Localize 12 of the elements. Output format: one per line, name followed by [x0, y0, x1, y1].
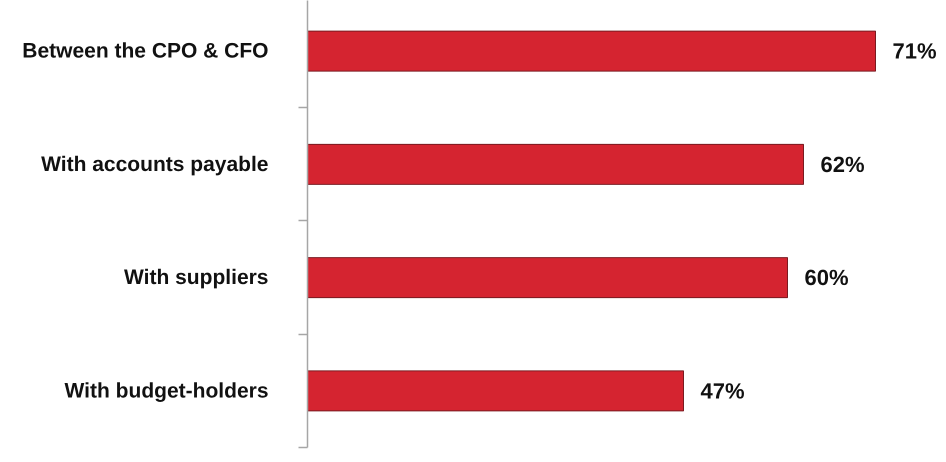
- y-tick-label: With accounts payable: [41, 152, 269, 176]
- bar: [308, 144, 804, 185]
- data-label: 47%: [700, 378, 745, 404]
- y-tick-label: Between the CPO & CFO: [22, 40, 269, 63]
- y-tick-label: With suppliers: [124, 266, 269, 290]
- y-tick-label: With budget-holders: [64, 379, 269, 402]
- bar: [308, 30, 876, 72]
- bar: [308, 257, 788, 298]
- bar: [308, 370, 684, 412]
- data-label: 62%: [820, 152, 865, 177]
- data-label: 71%: [892, 38, 937, 64]
- data-label: 60%: [804, 265, 849, 290]
